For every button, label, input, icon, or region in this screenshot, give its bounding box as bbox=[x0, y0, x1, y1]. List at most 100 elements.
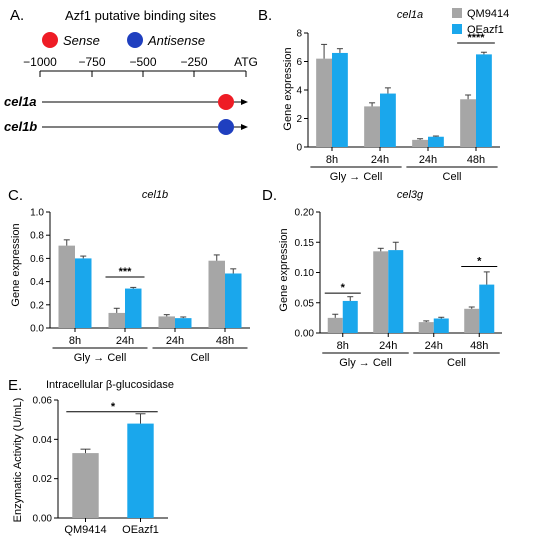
bar-qm9414 bbox=[158, 316, 175, 328]
panel-b-letter: B. bbox=[258, 7, 272, 24]
chart-title: cel1a bbox=[397, 9, 423, 21]
y-tick-label: 0 bbox=[296, 143, 302, 154]
arrow-icon bbox=[241, 99, 248, 105]
y-tick-label: 0.02 bbox=[33, 474, 53, 485]
legend-label-oeazf1: OEazf1 bbox=[467, 24, 504, 36]
significance-label: * bbox=[477, 255, 482, 267]
sense-site-icon bbox=[218, 94, 234, 110]
panel-d: D. cel3g Gene expression 0.00 0.05 0.10 0.1… bbox=[262, 187, 502, 369]
bar-qm9414 bbox=[108, 312, 125, 328]
bar-qm9414 bbox=[72, 453, 99, 518]
antisense-legend-label: Antisense bbox=[147, 33, 205, 48]
y-axis-label: Enzymatic Activity (U/mL) bbox=[12, 398, 24, 523]
x-tick-label: OEazf1 bbox=[122, 524, 159, 536]
x-tick-label: 24h bbox=[419, 154, 437, 166]
x-tick-label: 8h bbox=[337, 340, 349, 352]
x-tick-label: 24h bbox=[425, 340, 443, 352]
legend-swatch-oeazf1 bbox=[452, 24, 462, 34]
panel-a-title: Azf1 putative binding sites bbox=[65, 8, 217, 23]
y-tick-label: 0.15 bbox=[295, 238, 315, 249]
x-tick-label: 24h bbox=[116, 335, 134, 347]
y-tick-label: 0.10 bbox=[295, 268, 315, 279]
chart-marks-b: 0 2 4 6 8 8h 24h 24h 48h Gly → Cell Cell **** bbox=[296, 29, 500, 183]
y-tick-label: 0.4 bbox=[30, 277, 44, 288]
chart-title: Intracellular β-glucosidase bbox=[46, 379, 174, 391]
y-tick-label: 0.2 bbox=[30, 300, 44, 311]
bar-qm9414 bbox=[58, 245, 75, 328]
y-axis-label: Gene expression bbox=[278, 228, 290, 311]
x-tick-label: 48h bbox=[470, 340, 488, 352]
track-label-cel1b: cel1b bbox=[4, 119, 37, 134]
bar-oeazf1 bbox=[380, 93, 396, 147]
scale-label: −500 bbox=[129, 55, 156, 69]
scale-label: ATG bbox=[234, 55, 258, 69]
panel-a: A. Azf1 putative binding sites Sense Ant… bbox=[4, 7, 258, 135]
bar-oeazf1 bbox=[479, 284, 495, 333]
bar-oeazf1 bbox=[75, 258, 92, 328]
chart-marks-d: 0.00 0.05 0.10 0.15 0.20 8h 24h 24h 48h Gly → Cel… bbox=[295, 208, 502, 369]
bar-oeazf1 bbox=[125, 288, 142, 328]
panel-a-letter: A. bbox=[10, 7, 24, 24]
bar-oeazf1 bbox=[175, 318, 192, 328]
track-label-cel1a: cel1a bbox=[4, 94, 37, 109]
panel-b: B. cel1a Gene expression 0 2 4 6 8 8h 24h 24h 48… bbox=[258, 7, 500, 183]
y-tick-label: 2 bbox=[296, 114, 302, 125]
chart-title: cel3g bbox=[397, 189, 424, 201]
bar-qm9414 bbox=[364, 106, 380, 147]
y-tick-label: 0.20 bbox=[295, 208, 315, 219]
bar-oeazf1 bbox=[342, 300, 358, 333]
y-tick-label: 0.06 bbox=[33, 396, 53, 407]
scale-label: −250 bbox=[180, 55, 207, 69]
bar-qm9414 bbox=[327, 317, 343, 333]
x-tick-label: 8h bbox=[326, 154, 338, 166]
antisense-site-icon bbox=[218, 119, 234, 135]
arrow-icon bbox=[241, 124, 248, 130]
bar-qm9414 bbox=[460, 99, 476, 147]
y-tick-label: 0.05 bbox=[295, 298, 315, 309]
bar-oeazf1 bbox=[433, 318, 449, 333]
group-label: Gly → Cell bbox=[74, 352, 127, 364]
panel-c-letter: C. bbox=[8, 187, 23, 204]
chart-marks-c: 0.0 0.2 0.4 0.6 0.8 1.0 8h 24h 24h 48h Gly → Cell C… bbox=[30, 208, 250, 364]
bar-oeazf1 bbox=[332, 52, 348, 148]
bar-qm9414 bbox=[373, 251, 389, 333]
bar-qm9414 bbox=[418, 322, 434, 333]
y-tick-label: 0.0 bbox=[30, 324, 44, 335]
bar-oeazf1 bbox=[127, 423, 154, 518]
x-tick-label: QM9414 bbox=[64, 524, 106, 536]
panel-c: C. cel1b Gene expression 0.0 0.2 0.4 0.6 0.8… bbox=[8, 187, 250, 364]
scale-label: −750 bbox=[78, 55, 105, 69]
antisense-dot-icon bbox=[127, 32, 143, 48]
y-tick-label: 6 bbox=[296, 57, 302, 68]
significance-label: * bbox=[341, 282, 346, 294]
legend-swatch-qm9414 bbox=[452, 8, 462, 18]
x-tick-label: 48h bbox=[216, 335, 234, 347]
bar-qm9414 bbox=[464, 308, 480, 333]
bar-oeazf1 bbox=[388, 250, 404, 333]
group-label: Cell bbox=[447, 357, 466, 369]
x-tick-label: 8h bbox=[69, 335, 81, 347]
group-label: Cell bbox=[443, 171, 462, 183]
chart-legend: QM9414 OEazf1 bbox=[452, 8, 509, 36]
sense-legend-label: Sense bbox=[63, 33, 100, 48]
chart-marks-e: 0.00 0.02 0.04 0.06 QM9414 OEazf1 * bbox=[33, 396, 168, 536]
y-tick-label: 8 bbox=[296, 29, 302, 40]
bar-oeazf1 bbox=[225, 273, 242, 328]
y-tick-label: 4 bbox=[296, 86, 302, 97]
y-tick-label: 1.0 bbox=[30, 208, 44, 219]
panel-e-letter: E. bbox=[8, 377, 22, 394]
y-tick-label: 0.04 bbox=[33, 435, 53, 446]
group-label: Gly → Cell bbox=[339, 357, 392, 369]
bar-qm9414 bbox=[412, 139, 428, 147]
y-tick-label: 0.6 bbox=[30, 254, 44, 265]
chart-title: cel1b bbox=[142, 189, 168, 201]
panel-d-letter: D. bbox=[262, 187, 277, 204]
significance-label: *** bbox=[119, 266, 133, 278]
bar-oeazf1 bbox=[428, 136, 444, 147]
bar-qm9414 bbox=[316, 58, 332, 147]
panel-e: E. Intracellular β-glucosidase Enzymatic… bbox=[8, 377, 174, 536]
y-axis-label: Gene expression bbox=[282, 47, 294, 130]
legend-label-qm9414: QM9414 bbox=[467, 8, 509, 20]
y-tick-label: 0.00 bbox=[33, 514, 53, 525]
